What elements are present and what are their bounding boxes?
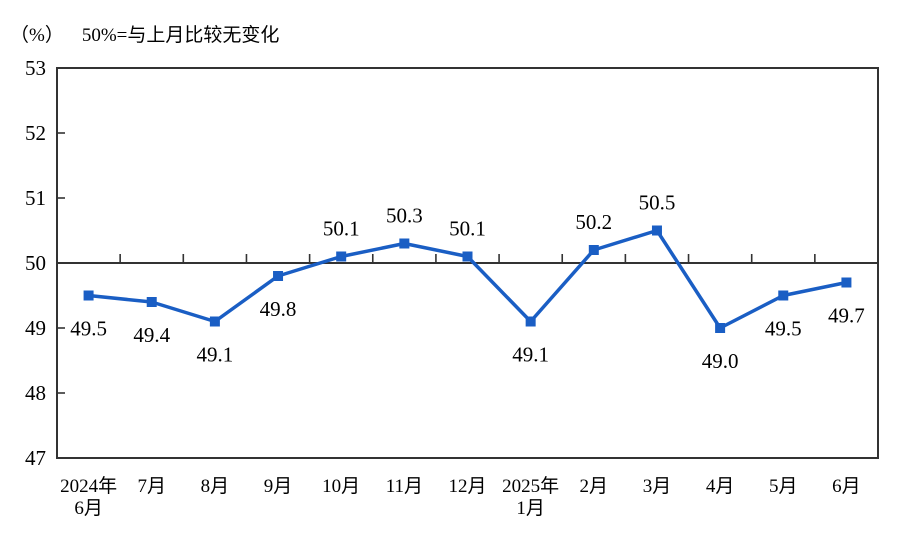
y-axis-label: 52 (25, 121, 46, 145)
data-point-label: 49.5 (70, 317, 107, 341)
chart-note: 50%=与上月比较无变化 (81, 25, 280, 46)
y-axis-label: 48 (25, 381, 46, 405)
x-axis-label: 4月 (706, 476, 735, 497)
data-point-marker (146, 297, 157, 307)
data-point-marker (841, 277, 852, 288)
data-point-marker (399, 238, 410, 249)
chart-header: （%） 50%=与上月比较无变化 (10, 20, 279, 47)
data-point-label: 49.4 (133, 323, 170, 347)
data-point-label: 49.0 (702, 349, 739, 373)
data-point-label: 49.1 (512, 343, 549, 367)
data-point-label: 49.7 (828, 304, 865, 328)
data-point-marker (462, 251, 473, 262)
data-point-label: 49.1 (197, 343, 234, 367)
x-axis-label: 12月 (448, 476, 486, 497)
data-point-marker (651, 225, 662, 236)
x-axis-label: 11月 (386, 476, 423, 497)
data-point-marker (715, 323, 726, 333)
x-axis-label: 7月 (137, 476, 166, 497)
x-axis-label: 5月 (769, 476, 798, 497)
x-axis-label: 2025年 1月 (502, 475, 559, 519)
x-axis-label: 8月 (201, 476, 230, 497)
data-point-marker (336, 251, 347, 262)
data-point-label: 49.5 (765, 317, 802, 341)
data-point-marker (209, 316, 220, 327)
data-point-marker (273, 271, 284, 281)
y-axis-label: 50 (25, 251, 46, 275)
data-point-label: 49.8 (260, 297, 297, 321)
data-point-marker (778, 290, 789, 301)
x-axis-label: 9月 (264, 476, 293, 497)
data-point-label: 50.1 (323, 217, 360, 241)
data-point-label: 50.2 (575, 210, 612, 234)
data-point-marker (525, 316, 536, 327)
data-point-label: 50.1 (449, 217, 486, 241)
y-axis-unit-label: （%） (10, 25, 64, 46)
x-axis-label: 2月 (580, 476, 609, 497)
data-line (86, 228, 849, 330)
x-axis-label: 6月 (832, 476, 861, 497)
x-axis-label: 10月 (322, 476, 360, 497)
y-axis-label: 53 (25, 56, 46, 80)
data-point-label: 50.3 (386, 204, 423, 228)
data-point-marker (588, 245, 599, 255)
data-point-marker (83, 290, 94, 301)
y-axis-label: 47 (25, 446, 46, 470)
data-point-label: 50.5 (639, 191, 676, 215)
y-axis-label: 51 (25, 186, 46, 210)
y-axis-label: 49 (25, 316, 46, 340)
x-axis-label: 3月 (643, 476, 672, 497)
x-axis-label: 2024年 6月 (60, 475, 117, 519)
